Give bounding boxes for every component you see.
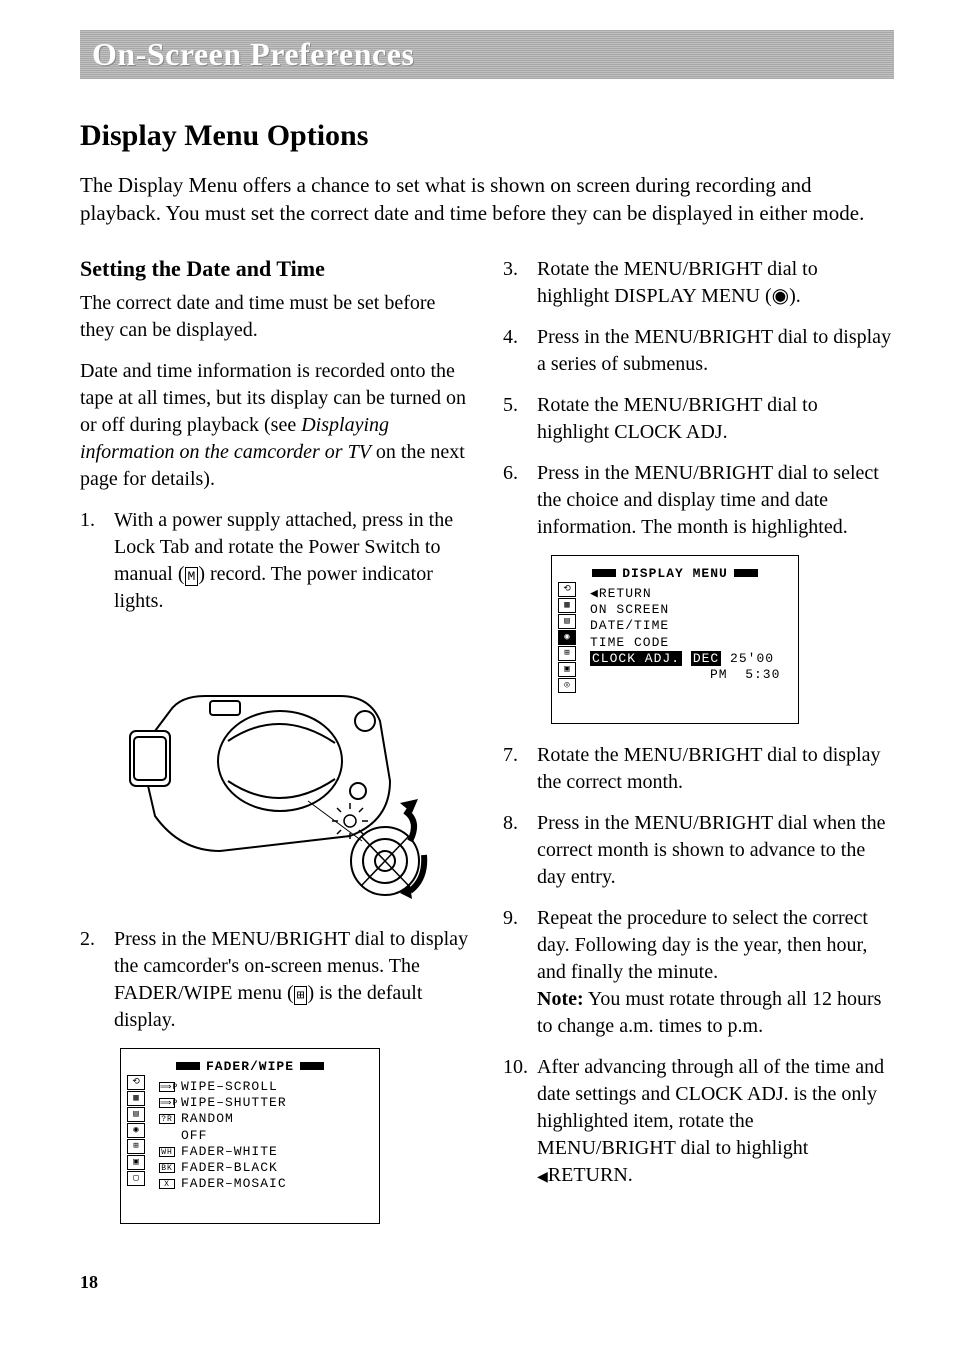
step-number: 7.: [503, 742, 537, 796]
left-column: Setting the Date and Time The correct da…: [80, 256, 471, 1242]
subsection-heading: Setting the Date and Time: [80, 256, 471, 282]
menu-lines: ◀RETURN ON SCREEN DATE/TIME TIME CODE CL…: [590, 586, 790, 684]
step-text: With a power supply attached, press in t…: [114, 507, 471, 615]
step-number: 5.: [503, 392, 537, 446]
display-menu-icon: ◉: [772, 285, 789, 307]
step-text: Press in the MENU/BRIGHT dial when the c…: [537, 810, 894, 891]
step-number: 9.: [503, 905, 537, 1040]
camcorder-illustration: [110, 641, 430, 901]
ordered-steps: 1. With a power supply attached, press i…: [80, 507, 471, 615]
right-column: 3. Rotate the MENU/BRIGHT dial to highli…: [503, 256, 894, 1242]
step-number: 2.: [80, 926, 114, 1034]
step-number: 10.: [503, 1054, 537, 1189]
return-left-arrow-icon: [537, 1164, 548, 1186]
step-number: 1.: [80, 507, 114, 615]
menu-icon: ⊞: [294, 986, 308, 1006]
menu-icon-column: ⟲▦▤◉⊞▣▢: [127, 1075, 147, 1187]
fader-wipe-menu-box: FADER/WIPE ⟲▦▤◉⊞▣▢ ⟹PWIPE–SCROLL ⟹PWIPE–…: [120, 1048, 380, 1224]
page-number: 18: [80, 1272, 894, 1293]
menu-box-header: FADER/WIPE: [129, 1059, 371, 1075]
paragraph: Date and time information is recorded on…: [80, 358, 471, 493]
ordered-steps: 7. Rotate the MENU/BRIGHT dial to displa…: [503, 742, 894, 1189]
step-text: Press in the MENU/BRIGHT dial to select …: [537, 460, 894, 541]
step-number: 6.: [503, 460, 537, 541]
step-text: Rotate the MENU/BRIGHT dial to highlight…: [537, 392, 894, 446]
step-text: Rotate the MENU/BRIGHT dial to display t…: [537, 742, 894, 796]
menu-box-header: DISPLAY MENU: [560, 566, 790, 582]
ordered-steps: 3. Rotate the MENU/BRIGHT dial to highli…: [503, 256, 894, 541]
step-number: 4.: [503, 324, 537, 378]
chapter-header-bar: On-Screen Preferences: [80, 30, 894, 79]
menu-icon-column: ⟲▦▤◉⊞▣◎: [558, 582, 578, 694]
display-menu-box: DISPLAY MENU ⟲▦▤◉⊞▣◎ ◀RETURN ON SCREEN D…: [551, 555, 799, 725]
step-number: 8.: [503, 810, 537, 891]
step-number: 3.: [503, 256, 537, 310]
step-text: Repeat the procedure to select the corre…: [537, 905, 894, 1040]
note-text: You must rotate through all 12 hours to …: [537, 988, 881, 1037]
paragraph: The correct date and time must be set be…: [80, 290, 471, 344]
section-title: Display Menu Options: [80, 119, 894, 153]
intro-paragraph: The Display Menu offers a chance to set …: [80, 171, 894, 228]
step-text: Press in the MENU/BRIGHT dial to display…: [537, 324, 894, 378]
menu-lines: ⟹PWIPE–SCROLL ⟹PWIPE–SHUTTER ?RRANDOM OF…: [159, 1079, 371, 1193]
step-text: After advancing through all of the time …: [537, 1054, 894, 1189]
chapter-title: On-Screen Preferences: [92, 36, 882, 73]
note-label: Note:: [537, 988, 584, 1010]
step-text: Rotate the MENU/BRIGHT dial to highlight…: [537, 256, 894, 310]
text-run: Date and time information is recorded on…: [80, 360, 466, 436]
step-text: Press in the MENU/BRIGHT dial to display…: [114, 926, 471, 1034]
manual-icon: M: [185, 567, 199, 587]
ordered-steps: 2. Press in the MENU/BRIGHT dial to disp…: [80, 926, 471, 1034]
